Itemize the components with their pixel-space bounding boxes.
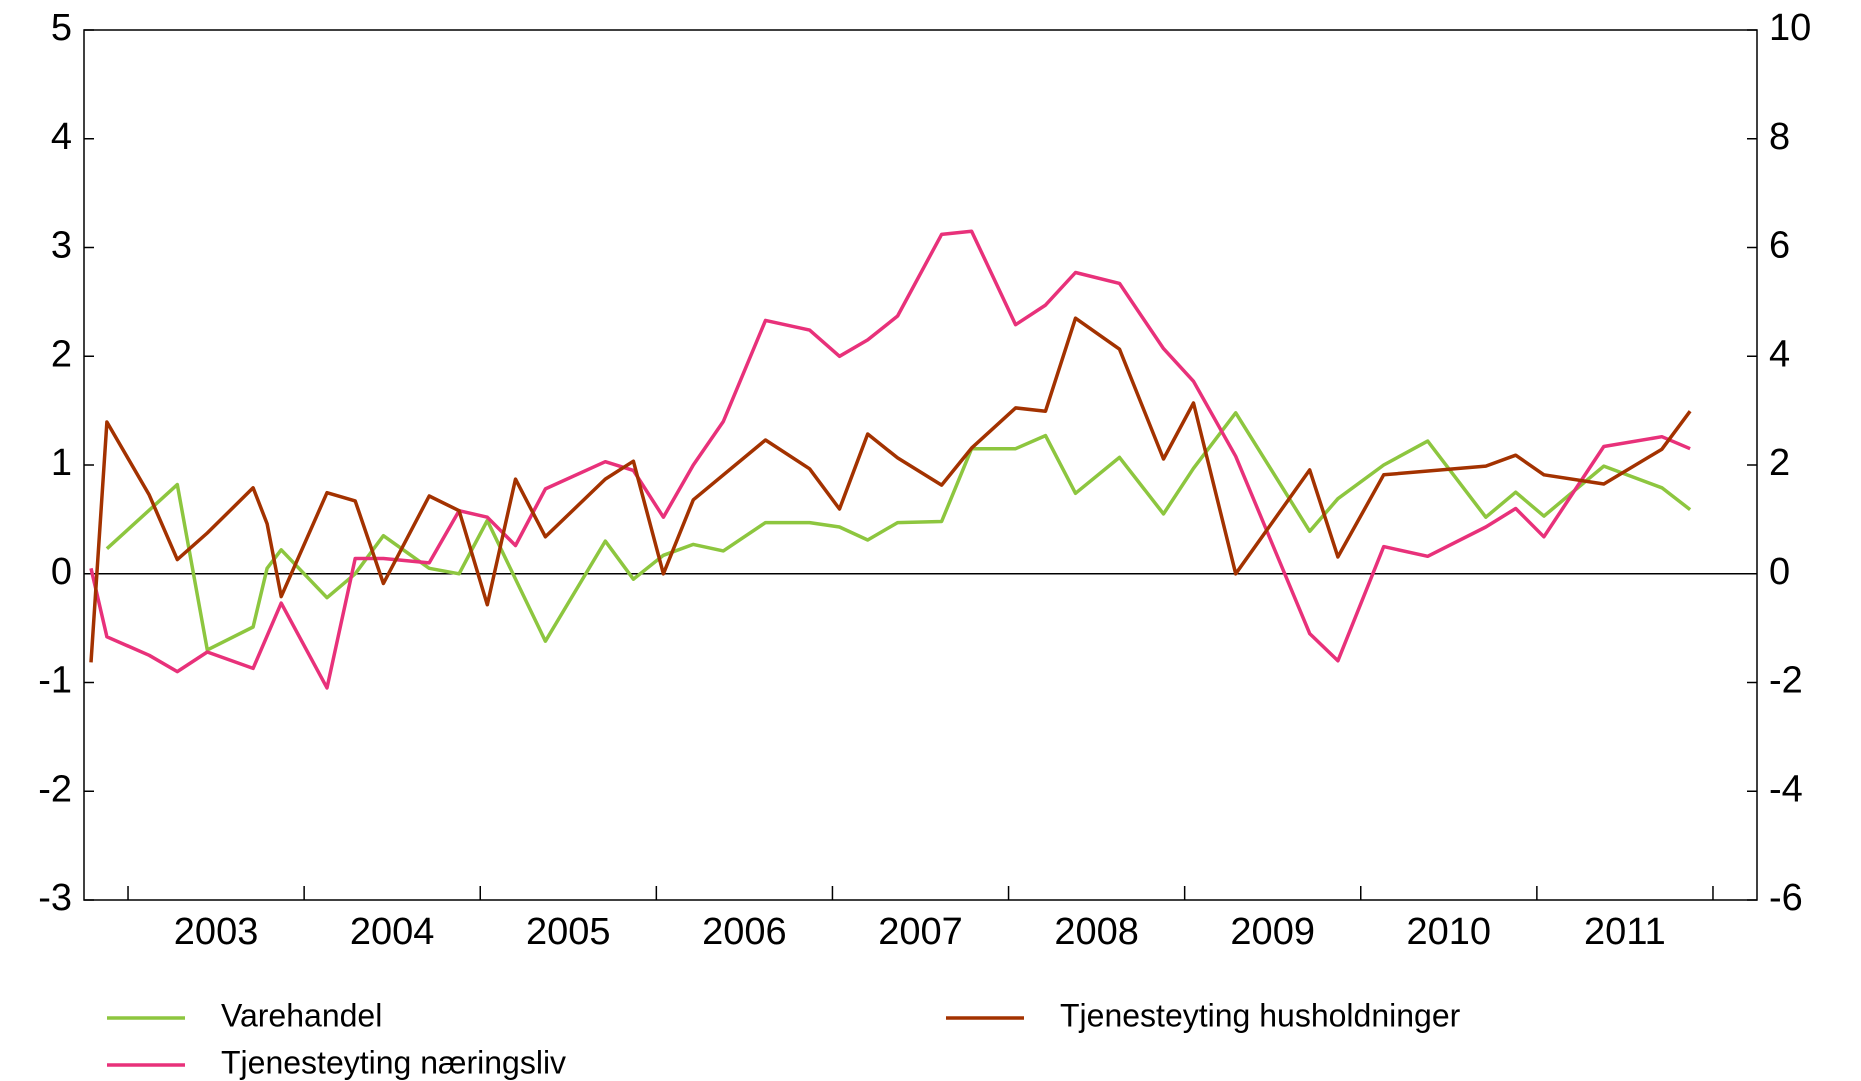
y-tick-label: 4 xyxy=(51,116,72,158)
x-tick-label: 2005 xyxy=(526,911,611,953)
y-tick-label: -2 xyxy=(38,768,72,810)
y-tick-label: 0 xyxy=(51,551,72,593)
y2-tick-label: 10 xyxy=(1769,7,1811,49)
y-tick-label: 5 xyxy=(51,7,72,49)
y2-tick-label: 2 xyxy=(1769,442,1790,484)
x-tick-label: 2003 xyxy=(174,911,259,953)
x-tick-label: 2010 xyxy=(1407,911,1492,953)
x-tick-label: 2008 xyxy=(1054,911,1139,953)
plot-frame xyxy=(83,29,1758,901)
y2-tick-label: -4 xyxy=(1769,768,1803,810)
legend-label: Tjenesteyting husholdninger xyxy=(1060,997,1461,1033)
x-tick-label: 2006 xyxy=(702,911,787,953)
x-tick-label: 2009 xyxy=(1230,911,1315,953)
legend-label: Tjenesteyting næringsliv xyxy=(221,1044,566,1080)
x-tick-label: 2011 xyxy=(1584,911,1666,953)
y-tick-label: 2 xyxy=(51,333,72,375)
y-tick-label: 3 xyxy=(51,225,72,267)
x-tick-label: 2004 xyxy=(350,911,435,953)
y2-tick-label: 0 xyxy=(1769,551,1790,593)
y2-tick-label: -6 xyxy=(1769,877,1803,919)
series-line xyxy=(89,316,1692,663)
y2-tick-label: 6 xyxy=(1769,225,1790,267)
y-tick-label: -3 xyxy=(38,877,72,919)
legend-label: Varehandel xyxy=(221,997,382,1033)
series-line xyxy=(89,229,1691,690)
y2-tick-label: 8 xyxy=(1769,116,1790,158)
y2-tick-label: -2 xyxy=(1769,660,1803,702)
y-tick-label: -1 xyxy=(38,660,72,702)
y2-tick-label: 4 xyxy=(1769,333,1790,375)
x-tick-label: 2007 xyxy=(878,911,963,953)
y-tick-label: 1 xyxy=(51,442,72,484)
